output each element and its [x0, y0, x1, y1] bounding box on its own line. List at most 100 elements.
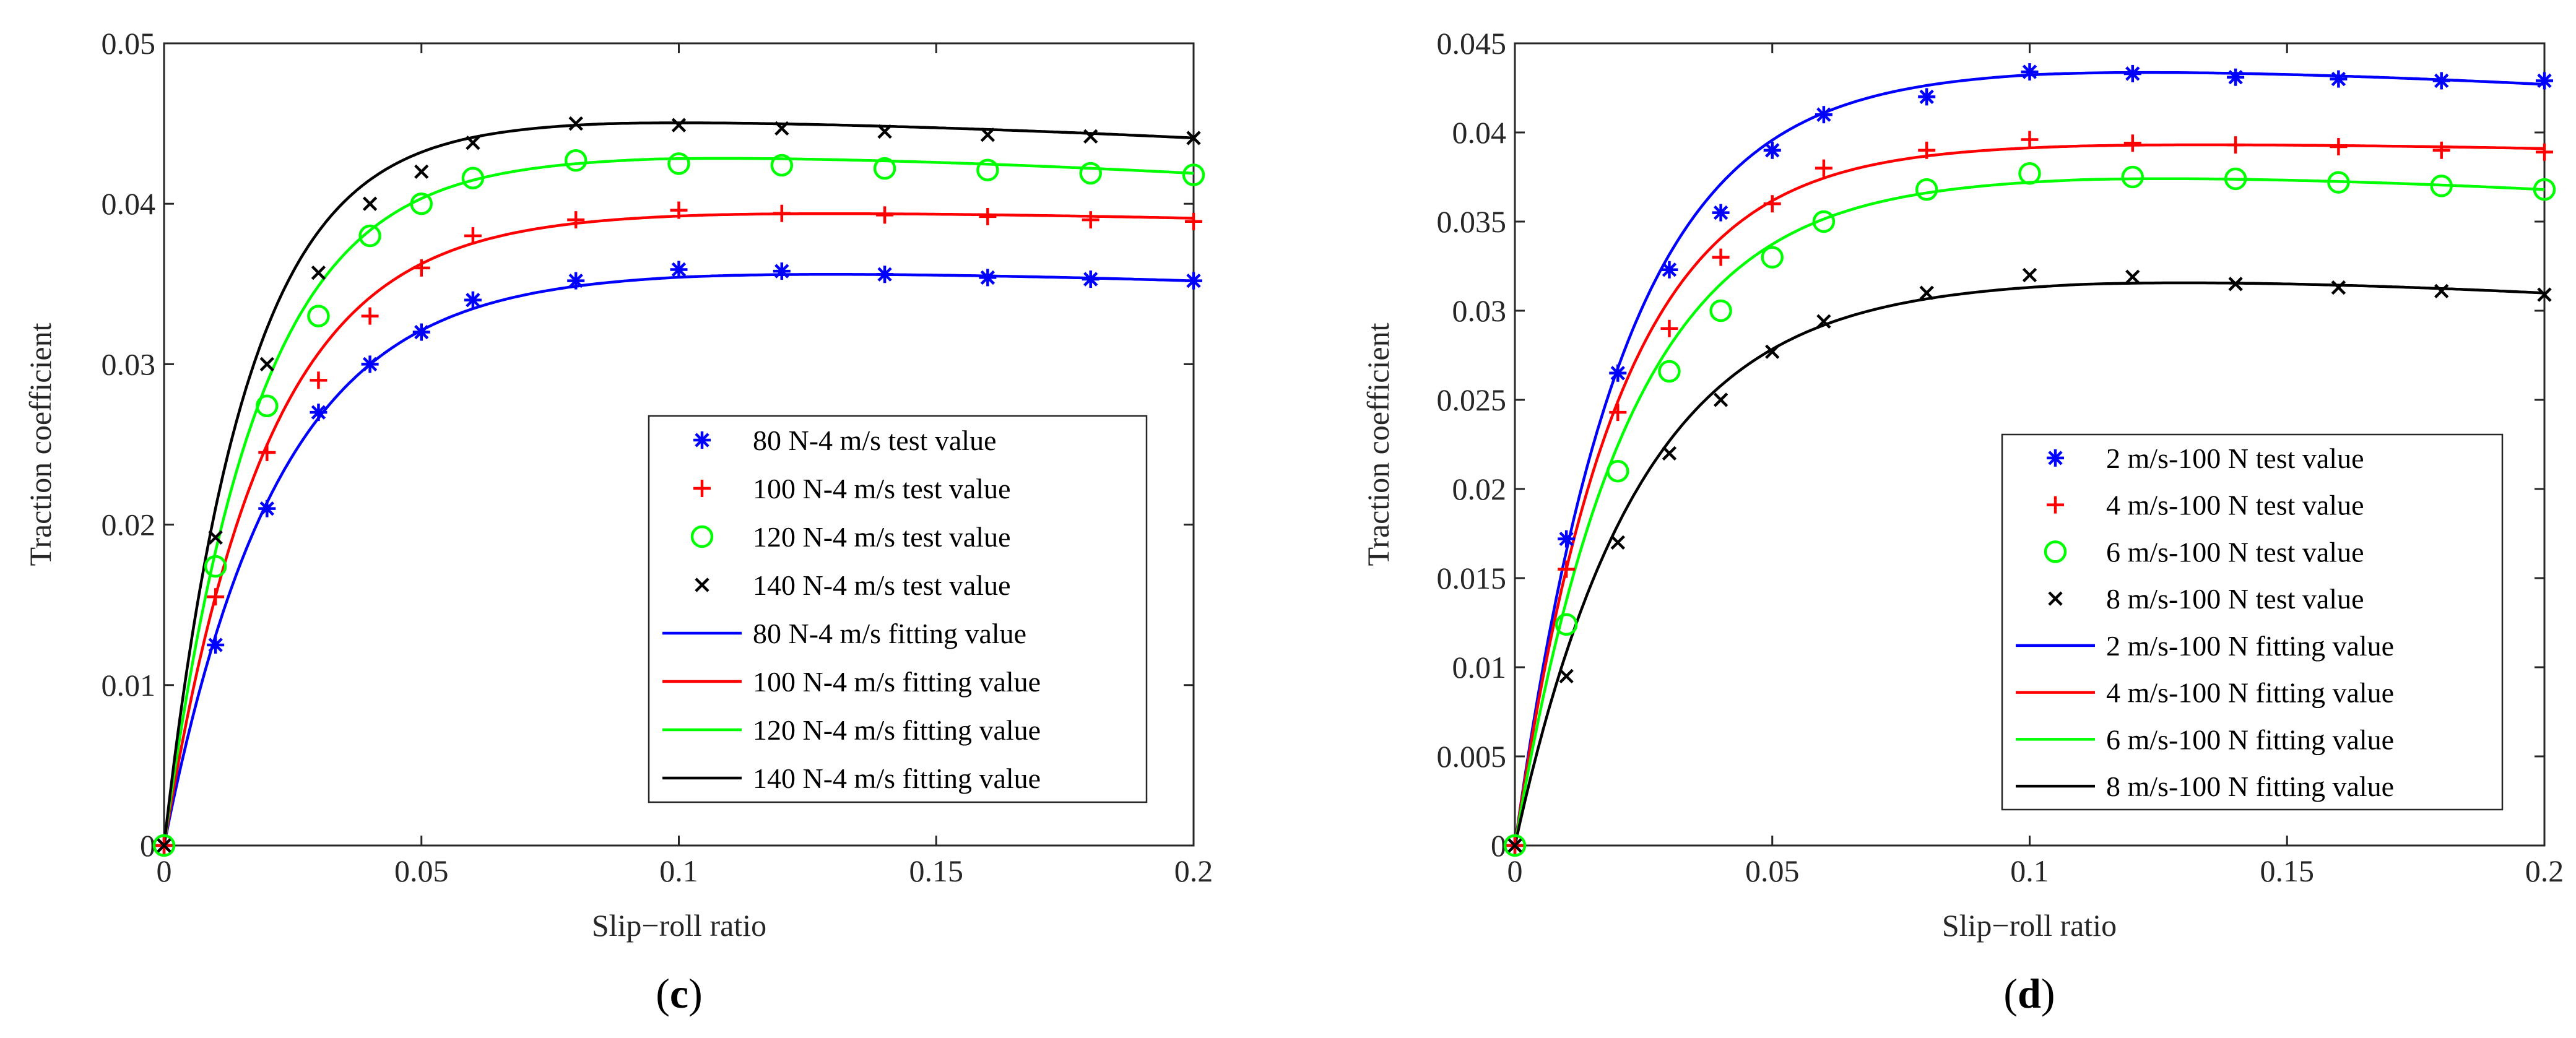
test-point-3 — [1083, 129, 1098, 144]
test-point-3 — [1186, 131, 1201, 145]
test-point-3 — [774, 121, 789, 136]
test-point-2 — [2121, 165, 2144, 189]
legend-entry-label: 140 N-4 m/s test value — [753, 569, 1011, 601]
test-point-1 — [258, 443, 276, 461]
test-point-1 — [773, 204, 791, 222]
test-point-2 — [2224, 167, 2247, 191]
legend-entry-label: 100 N-4 m/s fitting value — [753, 666, 1041, 698]
test-point-0 — [2432, 72, 2450, 90]
test-point-1 — [464, 227, 482, 245]
legend-entry-label: 100 N-4 m/s test value — [753, 473, 1011, 504]
test-point-0 — [1712, 204, 1730, 222]
test-point-3 — [2125, 269, 2140, 284]
test-point-2 — [358, 224, 381, 248]
test-point-0 — [2536, 72, 2553, 90]
test-point-1 — [2330, 138, 2348, 156]
y-axis-label: Traction coefficient — [1361, 322, 1395, 566]
test-point-2 — [2533, 178, 2556, 201]
y-tick-label: 0.015 — [1437, 561, 1507, 595]
test-point-3 — [2434, 283, 2449, 298]
chart-panel-c: 0 0.05 0.1 0.15 0.200.010.020.030.040.05Slip… — [23, 26, 1213, 1017]
legend-marker-3 — [695, 577, 709, 592]
legend-marker-1 — [693, 480, 711, 497]
test-point-2 — [2018, 162, 2041, 185]
test-point-3 — [980, 128, 995, 142]
y-tick-label: 0.02 — [1452, 472, 1507, 506]
legend-marker-3 — [2048, 591, 2063, 606]
test-point-1 — [567, 211, 585, 229]
test-point-0 — [979, 269, 997, 287]
x-axis-label: Slip−roll ratio — [1942, 908, 2117, 943]
test-point-3 — [1713, 392, 1728, 407]
test-point-1 — [412, 259, 430, 277]
legend-entry-label: 120 N-4 m/s fitting value — [753, 714, 1041, 746]
chart-panel-d: 0 0.05 0.1 0.15 0.200.0050.010.0150.020.0250… — [1361, 26, 2564, 1017]
y-tick-label: 0.02 — [102, 508, 156, 542]
test-point-2 — [564, 149, 588, 172]
test-point-0 — [207, 636, 225, 654]
test-point-0 — [1815, 106, 1832, 124]
test-point-2 — [1761, 246, 1784, 269]
test-point-1 — [979, 207, 997, 225]
test-point-2 — [770, 154, 794, 177]
legend-entry-label: 8 m/s-100 N test value — [2106, 583, 2364, 615]
test-point-3 — [671, 118, 687, 132]
test-point-0 — [1082, 270, 1099, 288]
test-point-1 — [1712, 248, 1730, 266]
y-tick-label: 0.05 — [102, 26, 156, 61]
x-tick-label: 0.2 — [2525, 854, 2564, 888]
test-point-1 — [1763, 195, 1781, 213]
test-point-2 — [1555, 613, 1578, 636]
test-point-3 — [877, 124, 892, 139]
test-point-0 — [1918, 88, 1936, 106]
test-point-1 — [1609, 404, 1627, 422]
test-point-3 — [362, 196, 378, 211]
y-tick-label: 0.04 — [102, 186, 156, 221]
panel-label: (c) — [656, 970, 703, 1017]
y-tick-label: 0.04 — [1452, 115, 1507, 150]
test-point-1 — [876, 206, 894, 224]
test-point-3 — [1765, 344, 1780, 359]
test-point-2 — [1607, 459, 1629, 483]
test-point-0 — [1763, 141, 1781, 159]
legend-entry-label: 4 m/s-100 N test value — [2106, 490, 2364, 521]
test-point-0 — [670, 261, 688, 279]
legend-entry-label: 2 m/s-100 N fitting value — [2106, 630, 2394, 662]
legend-entry-label: 6 m/s-100 N test value — [2106, 536, 2364, 568]
test-point-1 — [2536, 143, 2553, 161]
test-point-3 — [1919, 285, 1934, 300]
test-point-3 — [1507, 838, 1522, 853]
test-point-0 — [361, 355, 379, 373]
legend-marker-2 — [690, 525, 714, 548]
test-point-3 — [1816, 314, 1831, 329]
y-tick-label: 0.01 — [1452, 650, 1507, 685]
test-point-1 — [361, 307, 379, 325]
fit-line-3 — [162, 121, 1194, 846]
test-point-0 — [1660, 261, 1678, 279]
panel-label-letter: d — [2018, 970, 2041, 1017]
y-tick-label: 0.035 — [1437, 204, 1507, 239]
x-tick-label: 0.15 — [2260, 854, 2315, 888]
test-point-2 — [2430, 175, 2453, 197]
test-point-0 — [1609, 364, 1627, 382]
test-point-3 — [2537, 287, 2552, 302]
legend-box — [648, 415, 1148, 803]
test-point-1 — [1558, 560, 1576, 578]
test-point-3 — [1610, 535, 1625, 550]
y-tick-label: 0.045 — [1437, 26, 1507, 61]
x-tick-label: 0.1 — [2010, 854, 2049, 888]
y-tick-label: 0.01 — [102, 668, 156, 703]
test-point-3 — [1559, 668, 1574, 684]
fit-line-3 — [1513, 281, 2545, 846]
test-point-3 — [414, 164, 429, 179]
test-point-2 — [1503, 834, 1527, 857]
legend-entry-label: 6 m/s-100 N fitting value — [2106, 724, 2394, 755]
test-point-0 — [464, 291, 482, 309]
fit-line-2 — [162, 157, 1194, 846]
test-point-1 — [2021, 131, 2039, 149]
test-point-2 — [873, 157, 896, 180]
y-tick-label: 0.025 — [1437, 383, 1507, 417]
legend-marker-0 — [2047, 449, 2064, 467]
test-point-1 — [1815, 159, 1832, 177]
y-tick-label: 0.005 — [1437, 739, 1507, 774]
